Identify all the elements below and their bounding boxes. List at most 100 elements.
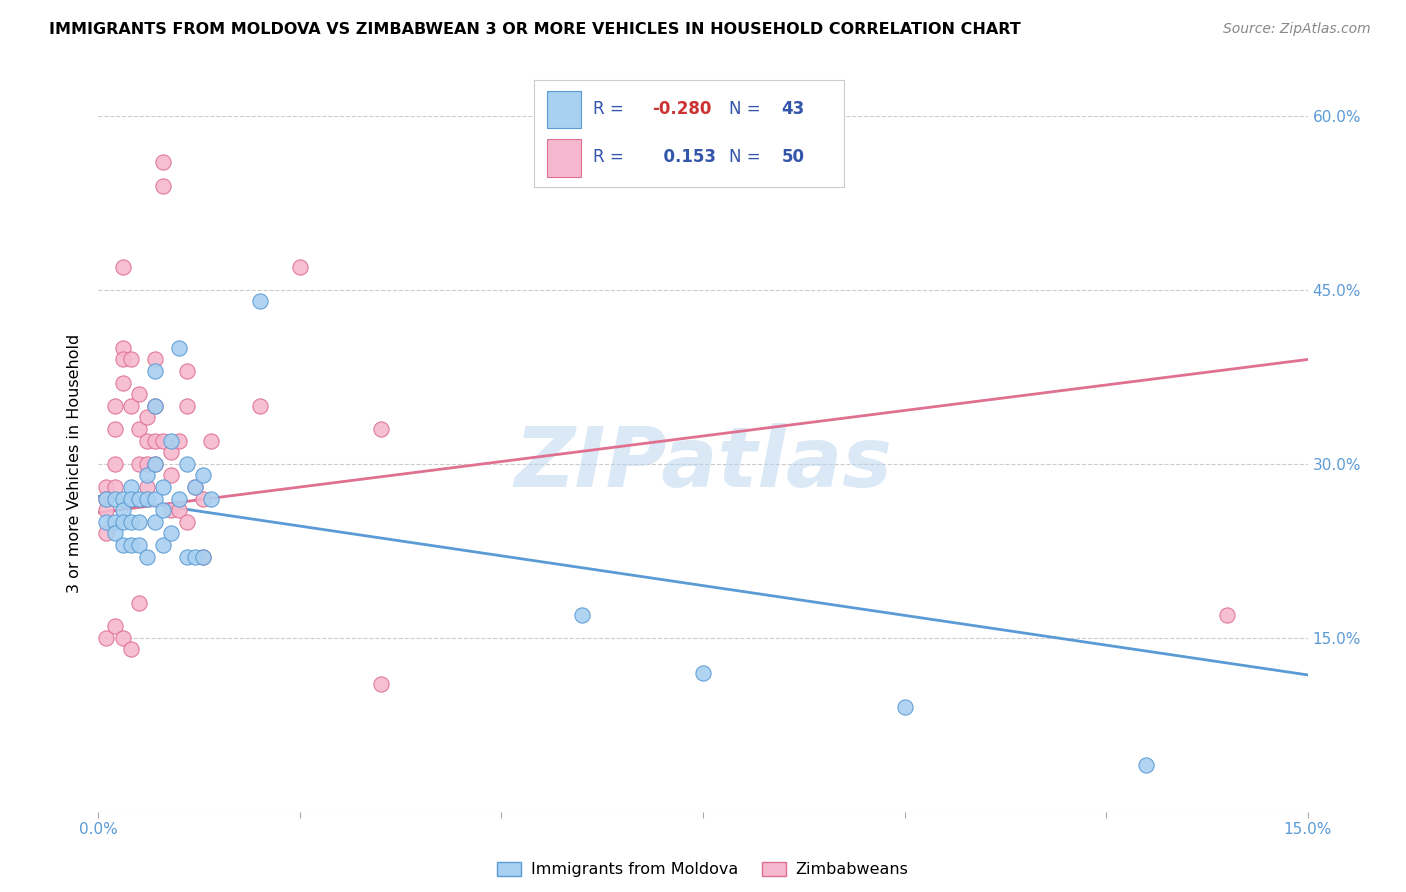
Point	[96, 491, 118, 506]
Point	[249, 399, 271, 413]
Point	[96, 631, 118, 645]
Point	[103, 515, 125, 529]
Point	[370, 677, 392, 691]
Point	[184, 480, 207, 494]
Point	[128, 515, 150, 529]
Point	[135, 434, 157, 448]
Text: ZIPatlas: ZIPatlas	[515, 424, 891, 504]
FancyBboxPatch shape	[547, 91, 581, 128]
Point	[103, 480, 125, 494]
Point	[96, 526, 118, 541]
Point	[128, 387, 150, 401]
Point	[120, 538, 142, 552]
Point	[193, 491, 215, 506]
Point	[135, 549, 157, 564]
Point	[193, 549, 215, 564]
Point	[120, 480, 142, 494]
Text: N =: N =	[730, 100, 766, 118]
Point	[152, 434, 174, 448]
Point	[893, 700, 915, 714]
Point	[135, 491, 157, 506]
Y-axis label: 3 or more Vehicles in Household: 3 or more Vehicles in Household	[67, 334, 83, 593]
Point	[167, 434, 190, 448]
Point	[103, 619, 125, 633]
Point	[176, 549, 198, 564]
Text: R =: R =	[593, 100, 628, 118]
Point	[249, 294, 271, 309]
Point	[111, 631, 134, 645]
Point	[184, 549, 207, 564]
Point	[152, 503, 174, 517]
Point	[128, 422, 150, 436]
Text: 43: 43	[782, 100, 806, 118]
Point	[193, 549, 215, 564]
Point	[176, 515, 198, 529]
Point	[152, 155, 174, 169]
Point	[143, 457, 166, 471]
Point	[167, 491, 190, 506]
Point	[160, 468, 183, 483]
Point	[143, 399, 166, 413]
Point	[370, 422, 392, 436]
Point	[160, 445, 183, 459]
Text: Source: ZipAtlas.com: Source: ZipAtlas.com	[1223, 22, 1371, 37]
Point	[135, 468, 157, 483]
FancyBboxPatch shape	[547, 139, 581, 177]
Point	[152, 178, 174, 193]
Point	[96, 480, 118, 494]
Point	[128, 538, 150, 552]
Point	[103, 526, 125, 541]
Point	[111, 538, 134, 552]
Text: IMMIGRANTS FROM MOLDOVA VS ZIMBABWEAN 3 OR MORE VEHICLES IN HOUSEHOLD CORRELATIO: IMMIGRANTS FROM MOLDOVA VS ZIMBABWEAN 3 …	[49, 22, 1021, 37]
Text: R =: R =	[593, 148, 628, 166]
Point	[288, 260, 311, 274]
Point	[160, 526, 183, 541]
Point	[111, 376, 134, 390]
Point	[571, 607, 593, 622]
Point	[1135, 758, 1157, 772]
Point	[176, 364, 198, 378]
Point	[167, 503, 190, 517]
Point	[152, 480, 174, 494]
Point	[160, 503, 183, 517]
Point	[143, 364, 166, 378]
Point	[111, 352, 134, 367]
Point	[128, 596, 150, 610]
Point	[143, 457, 166, 471]
Point	[96, 503, 118, 517]
Point	[200, 491, 222, 506]
Point	[135, 457, 157, 471]
Point	[120, 515, 142, 529]
Point	[167, 341, 190, 355]
Point	[176, 457, 198, 471]
Point	[143, 399, 166, 413]
Point	[103, 422, 125, 436]
Point	[103, 399, 125, 413]
Point	[120, 399, 142, 413]
Text: 50: 50	[782, 148, 804, 166]
Point	[692, 665, 714, 680]
Point	[1216, 607, 1239, 622]
Point	[128, 491, 150, 506]
Point	[111, 491, 134, 506]
Point	[160, 434, 183, 448]
Point	[143, 352, 166, 367]
Text: N =: N =	[730, 148, 766, 166]
Text: 0.153: 0.153	[652, 148, 716, 166]
Point	[135, 480, 157, 494]
Point	[111, 503, 134, 517]
Point	[96, 515, 118, 529]
Point	[120, 642, 142, 657]
Legend: Immigrants from Moldova, Zimbabweans: Immigrants from Moldova, Zimbabweans	[491, 855, 915, 884]
Point	[111, 341, 134, 355]
Point	[193, 468, 215, 483]
Text: -0.280: -0.280	[652, 100, 711, 118]
Point	[152, 538, 174, 552]
Point	[135, 410, 157, 425]
Point	[96, 491, 118, 506]
Point	[128, 457, 150, 471]
Point	[143, 434, 166, 448]
Point	[111, 515, 134, 529]
Point	[120, 352, 142, 367]
Point	[120, 491, 142, 506]
